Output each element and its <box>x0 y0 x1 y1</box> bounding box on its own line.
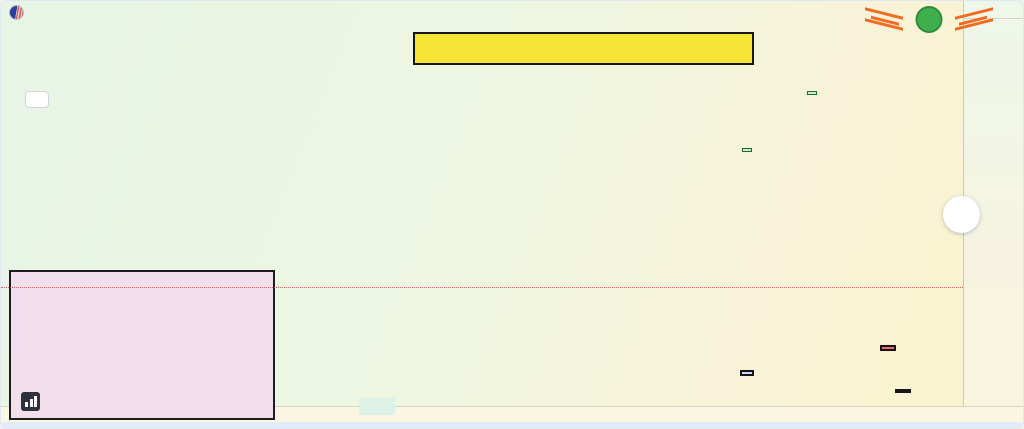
current-price-dotted-line <box>1 287 963 288</box>
bottom-toolbar-strip <box>1 422 1023 428</box>
axis-separator <box>963 18 1023 19</box>
wing-left-icon <box>865 7 903 31</box>
tradingview-watermark <box>21 392 45 411</box>
chart-legend[interactable] <box>9 5 30 20</box>
date-stamp <box>895 389 911 393</box>
brand-logo <box>857 3 1001 39</box>
replay-play-button[interactable] <box>943 196 980 233</box>
second-resistance-label[interactable] <box>807 91 817 95</box>
support-zone-label[interactable] <box>880 345 896 351</box>
quote-banner <box>359 398 395 415</box>
brand-badge <box>857 3 1001 37</box>
wing-right-icon <box>955 7 993 31</box>
fundamental-updates-panel[interactable] <box>9 270 275 420</box>
legend-collapse-button[interactable] <box>25 91 49 108</box>
pending-order-note[interactable] <box>740 370 754 376</box>
first-resistance-label[interactable] <box>742 148 752 152</box>
chart-title-banner <box>413 32 754 65</box>
symbol-row[interactable] <box>9 5 30 20</box>
dollar-coin-icon <box>915 6 943 33</box>
symbol-flag-icon <box>9 5 24 20</box>
tradingview-logo-icon <box>21 392 40 411</box>
